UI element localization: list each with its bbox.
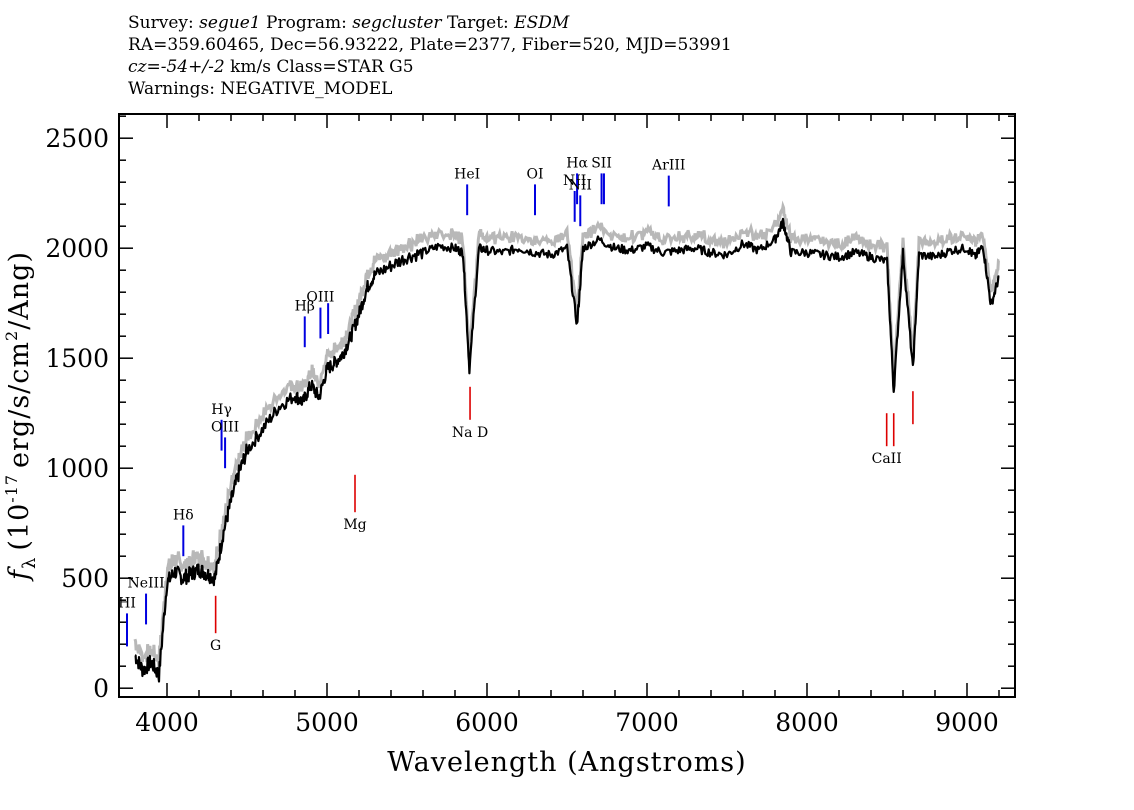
program-value: segcluster — [352, 13, 442, 33]
header-line-warnings: Warnings: NEGATIVE_MODEL — [128, 79, 393, 99]
y-axis-title-exp: -17 — [2, 474, 21, 503]
emission-line-label: SII — [591, 155, 612, 171]
x-tick-label: 7000 — [615, 708, 679, 737]
cz-value: -54+/-2 — [160, 57, 225, 77]
y-tick-label: 500 — [61, 564, 109, 593]
absorption-line-label: Mg — [343, 517, 366, 533]
emission-line-label: Hβ — [295, 298, 315, 314]
emission-line-label: OI — [526, 166, 543, 182]
spectrum-header: Survey: segue1 Program: segcluster Targe… — [128, 12, 732, 100]
y-axis-title-exp2: 2 — [2, 330, 21, 341]
model-line — [133, 200, 1000, 667]
survey-value: segue1 — [199, 13, 261, 33]
x-tick-label: 9000 — [935, 708, 999, 737]
x-tick-label: 6000 — [455, 708, 519, 737]
target-value: ESDM — [514, 13, 570, 33]
header-line-redshift: cz=-54+/-2 km/s Class=STAR G5 — [128, 56, 732, 78]
emission-line-label: OIII — [211, 419, 239, 435]
absorption-line-label: Na D — [452, 425, 488, 441]
header-line-coords: RA=359.60465, Dec=56.93222, Plate=2377, … — [128, 35, 732, 55]
header-line-survey: Survey: segue1 Program: segcluster Targe… — [128, 12, 732, 34]
target-label: Target: — [446, 13, 509, 33]
emission-line-label: OIII — [306, 290, 334, 306]
emission-line-label: HeI — [454, 166, 480, 182]
y-tick-label: 1000 — [45, 454, 109, 483]
emission-line-label: Hα — [566, 155, 588, 171]
cz-label: cz= — [128, 57, 161, 77]
y-axis-title: fλ (10-17 erg/s/cm2/Ang) — [2, 251, 40, 582]
y-axis-title-sub: λ — [19, 557, 40, 569]
x-tick-label: 8000 — [775, 708, 839, 737]
emission-line-label: NII — [563, 173, 586, 189]
y-tick-label: 2000 — [45, 234, 109, 263]
plot-frame — [118, 113, 1016, 698]
model-band — [133, 200, 1000, 667]
axis-ticks: 4000 5000 6000 7000 8000 9000 0 500 1000 1500 2000… — [45, 114, 1015, 737]
y-tick-label: 0 — [93, 674, 109, 703]
emission-line-label: HI — [118, 595, 136, 611]
emission-line-label: NII — [569, 177, 592, 193]
emission-line-label: ArIII — [651, 158, 685, 174]
emission-line-label: Hδ — [173, 507, 194, 523]
emission-line-label: Hγ — [211, 402, 232, 418]
survey-label: Survey: — [128, 13, 194, 33]
absorption-line-label: G — [210, 638, 221, 654]
y-axis-title-post: /Ang) — [4, 251, 35, 330]
y-axis-title-pre: (10 — [4, 503, 35, 551]
y-tick-label: 2500 — [45, 124, 109, 153]
y-tick-label: 1500 — [45, 344, 109, 373]
x-tick-label: 5000 — [295, 708, 359, 737]
flux-line — [134, 217, 1000, 683]
emission-line-label: NeIII — [127, 576, 164, 592]
y-axis-title-mid: erg/s/cm — [4, 341, 35, 468]
x-axis-title: Wavelength (Angstroms) — [387, 747, 746, 778]
flux-series — [134, 217, 1000, 683]
program-label: Program: — [266, 13, 347, 33]
y-axis-title-f: f — [4, 566, 35, 582]
x-tick-label: 4000 — [135, 708, 199, 737]
absorption-line-label: CaII — [872, 451, 902, 467]
cz-unit-class: km/s Class=STAR G5 — [230, 57, 414, 77]
